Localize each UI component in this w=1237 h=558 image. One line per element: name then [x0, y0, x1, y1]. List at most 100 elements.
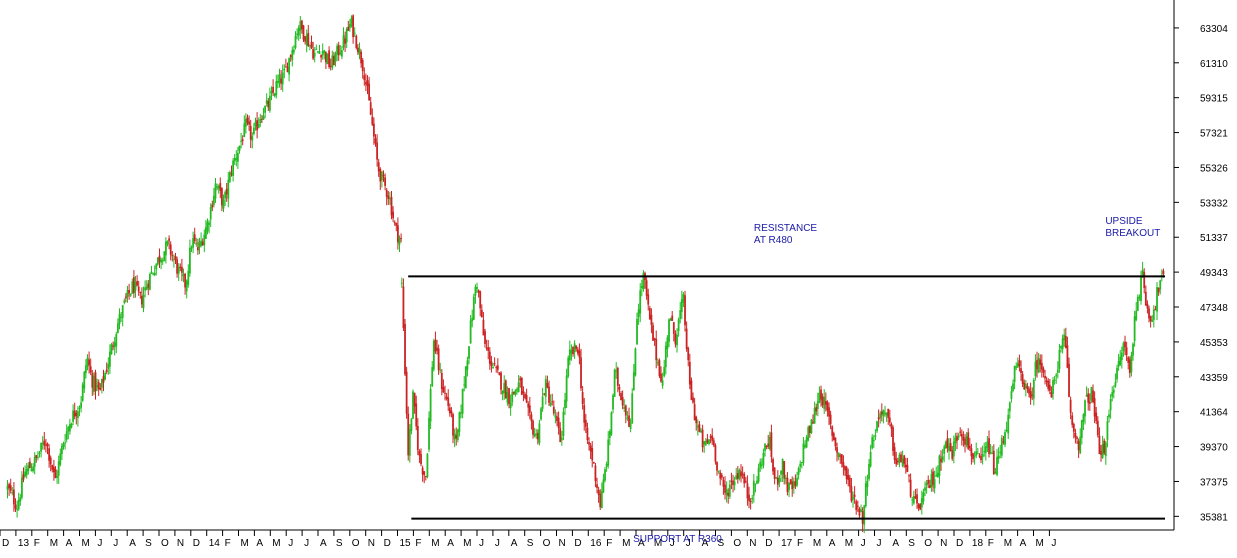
- candle-body: [219, 182, 222, 191]
- candle-body: [440, 372, 443, 390]
- candle-body: [69, 424, 71, 432]
- candle-body: [487, 347, 490, 351]
- candle-body: [1090, 387, 1093, 401]
- candle-body: [1020, 368, 1022, 373]
- candle-body: [765, 446, 768, 448]
- candle-body: [972, 453, 974, 460]
- x-tick-label: D: [2, 538, 9, 549]
- candle-body: [17, 499, 20, 510]
- candle-body: [581, 392, 584, 404]
- candle-body: [512, 391, 515, 394]
- candle-body: [1135, 310, 1138, 320]
- candle-body: [911, 499, 914, 501]
- candle-body: [334, 53, 337, 62]
- candle-body: [390, 196, 393, 216]
- candle-body: [493, 363, 496, 365]
- candle-body: [283, 68, 286, 71]
- candle-body: [291, 49, 294, 61]
- candle-body: [560, 437, 563, 441]
- candle-body: [13, 489, 15, 505]
- x-tick-label: D: [574, 538, 581, 549]
- candle-body: [208, 222, 210, 225]
- candle-body: [93, 375, 95, 392]
- candle-body: [882, 410, 885, 416]
- candle-body: [237, 152, 239, 162]
- candle-body: [871, 437, 874, 449]
- candle-body: [299, 21, 302, 31]
- candle-body: [916, 494, 918, 504]
- candle-body: [708, 439, 710, 444]
- candle-body: [805, 437, 808, 448]
- candle-body: [1032, 379, 1035, 399]
- candle-body: [1114, 382, 1117, 387]
- candle-body: [992, 450, 995, 474]
- candle-body: [1064, 335, 1067, 348]
- candle-body: [839, 455, 842, 457]
- candle-body: [495, 367, 498, 369]
- candle-body: [996, 456, 998, 475]
- candle-body: [381, 171, 383, 181]
- candle-body: [1048, 384, 1051, 391]
- candle-body: [960, 433, 963, 437]
- candle-body: [149, 273, 151, 290]
- candle-body: [580, 357, 582, 389]
- candle-body: [413, 392, 416, 407]
- candle-body: [83, 371, 86, 389]
- candle-body: [610, 412, 613, 435]
- candle-body: [353, 32, 356, 34]
- y-tick-label: 59315: [1200, 94, 1228, 105]
- candle-body: [182, 273, 185, 277]
- candle-body: [331, 55, 334, 68]
- candle-body: [492, 366, 494, 369]
- candle-body: [880, 411, 883, 415]
- candle-body: [922, 492, 925, 502]
- resistance-annotation: RESISTANCE: [754, 223, 817, 234]
- candle-body: [285, 66, 287, 68]
- candle-body: [1008, 402, 1011, 412]
- candle-body: [714, 445, 717, 462]
- candle-body: [392, 211, 394, 219]
- candle-body: [935, 475, 938, 477]
- candle-body: [677, 319, 680, 331]
- y-tick-label: 39370: [1200, 443, 1228, 454]
- candle-body: [323, 50, 326, 54]
- candle-body: [583, 405, 586, 423]
- candle-body: [133, 277, 135, 293]
- candle-body: [640, 286, 643, 288]
- x-tick-label: A: [66, 538, 73, 549]
- candle-body: [799, 463, 802, 467]
- candle-body: [780, 470, 782, 475]
- candle-body: [393, 222, 396, 224]
- candle-body: [663, 366, 666, 377]
- candle-body: [920, 498, 923, 508]
- candle-body: [928, 485, 931, 488]
- candle-body: [500, 372, 502, 390]
- candle-body: [668, 319, 670, 342]
- candle-body: [852, 497, 854, 500]
- candle-body: [221, 188, 223, 206]
- candle-body: [946, 438, 949, 449]
- candle-body: [296, 33, 298, 36]
- candle-body: [812, 422, 814, 424]
- candle-body: [1144, 291, 1147, 306]
- x-tick-label: S: [527, 538, 534, 549]
- candle-body: [35, 455, 38, 458]
- candle-body: [112, 345, 114, 347]
- candle-body: [147, 283, 150, 288]
- candle-body: [936, 472, 939, 478]
- candle-body: [770, 432, 773, 458]
- candle-body: [400, 282, 403, 284]
- candle-body: [363, 75, 366, 81]
- candle-body: [1146, 303, 1149, 309]
- x-tick-label: J: [304, 538, 309, 549]
- candle-body: [240, 140, 242, 142]
- candle-body: [342, 35, 345, 48]
- candle-body: [783, 461, 786, 479]
- x-tick-label: 16: [590, 538, 602, 549]
- candle-body: [952, 441, 955, 457]
- candle-body: [736, 473, 739, 479]
- y-tick-label: 61310: [1200, 59, 1228, 70]
- candle-body: [75, 413, 78, 416]
- candle-body: [711, 435, 714, 441]
- candle-body: [445, 396, 448, 399]
